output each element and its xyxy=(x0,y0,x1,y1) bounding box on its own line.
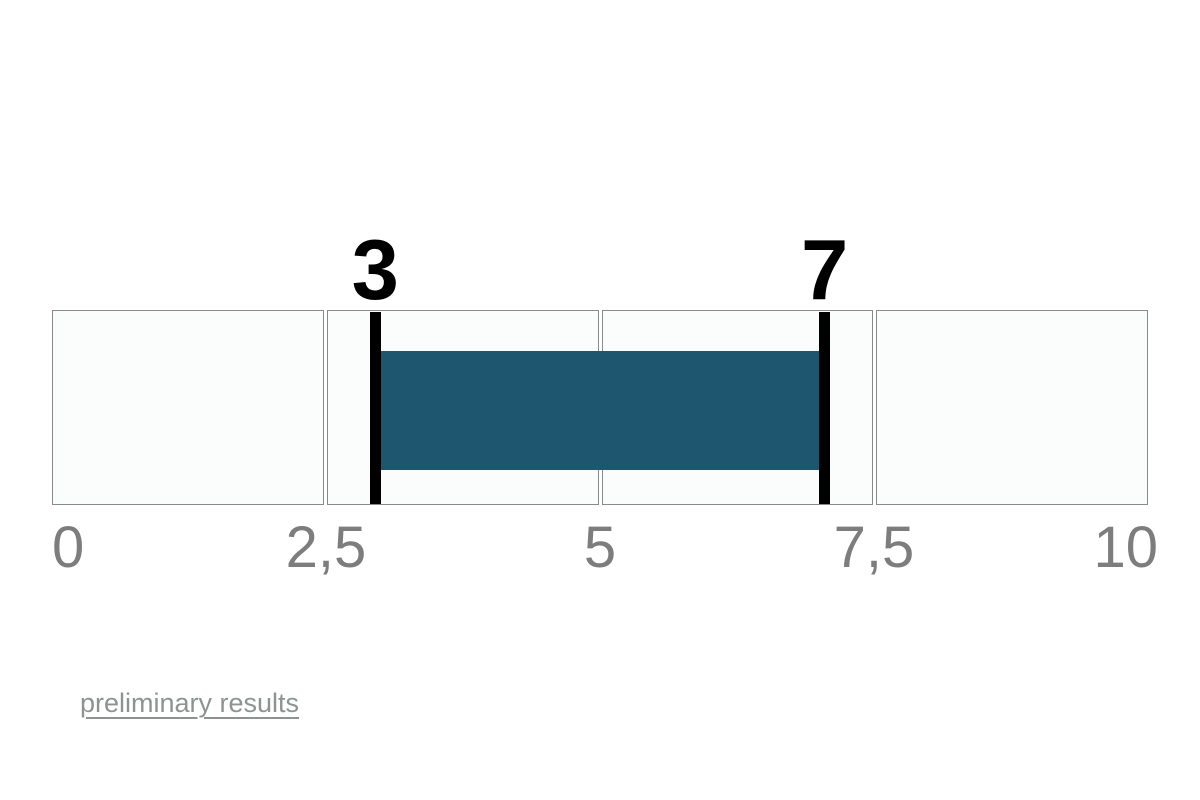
range-end-marker xyxy=(819,312,831,504)
range-start-marker xyxy=(369,312,381,504)
range-start-value-label: 3 xyxy=(351,223,399,318)
chart-cell xyxy=(52,310,324,505)
range-bar xyxy=(380,351,820,470)
axis-tick-label: 7,5 xyxy=(833,515,915,580)
axis-tick-label: 2,5 xyxy=(285,515,367,580)
axis-tick-label: 10 xyxy=(1093,515,1158,580)
axis-tick-label: 5 xyxy=(583,515,617,580)
chart-cell xyxy=(876,310,1148,505)
x-axis: 0 2,5 5 7,5 10 xyxy=(52,505,1158,580)
axis-tick-label: 0 xyxy=(52,515,85,580)
preliminary-results-link[interactable]: preliminary results xyxy=(80,688,300,718)
range-end-value-label: 7 xyxy=(801,223,849,318)
range-chart: 3 7 xyxy=(52,228,1148,505)
